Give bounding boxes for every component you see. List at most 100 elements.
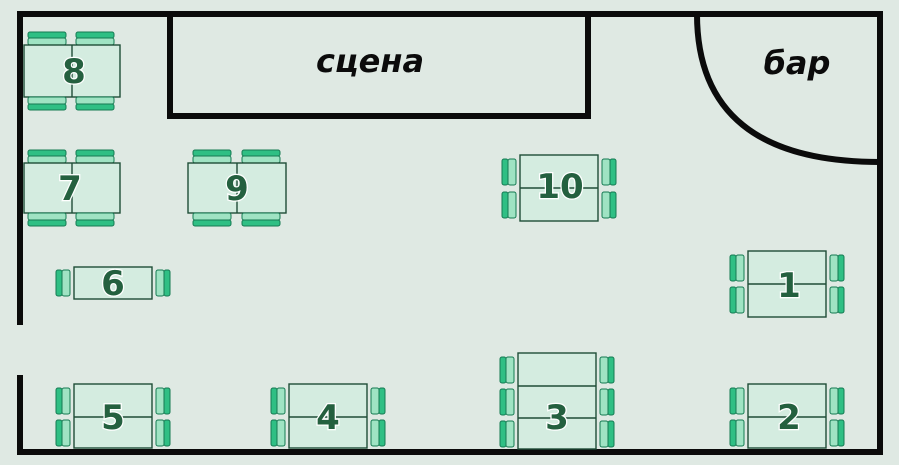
- wall-top-left-side: [17, 11, 883, 455]
- table-top: [73, 383, 153, 449]
- chair: [27, 103, 67, 111]
- chair: [837, 419, 845, 447]
- chair: [499, 420, 507, 448]
- chair: [505, 356, 515, 384]
- table-8[interactable]: 8: [23, 31, 121, 111]
- chair: [829, 387, 839, 415]
- chair: [192, 155, 232, 164]
- chair: [609, 158, 617, 186]
- table-number: 5: [101, 398, 125, 438]
- chair: [599, 356, 609, 384]
- chair: [499, 356, 507, 384]
- stage: сцена: [167, 11, 591, 119]
- chair: [75, 212, 115, 221]
- table-1[interactable]: 1: [729, 250, 845, 318]
- table-9[interactable]: 9: [187, 149, 287, 227]
- chair: [27, 219, 67, 227]
- chair: [505, 420, 515, 448]
- chair: [837, 286, 845, 314]
- table-number: 10: [536, 167, 583, 207]
- chair: [270, 419, 278, 447]
- chair: [27, 149, 67, 157]
- chair: [192, 149, 232, 157]
- chair: [729, 419, 737, 447]
- table-number: 6: [101, 264, 125, 304]
- chair: [507, 191, 517, 219]
- chair: [499, 388, 507, 416]
- chair: [155, 419, 165, 447]
- chair: [163, 387, 171, 415]
- chair: [27, 155, 67, 164]
- chair: [270, 387, 278, 415]
- chair: [27, 37, 67, 46]
- chair: [607, 356, 615, 384]
- stage-outline: [167, 11, 591, 119]
- table-number: 8: [62, 52, 86, 92]
- chair: [75, 31, 115, 39]
- chair: [501, 191, 509, 219]
- chair: [609, 191, 617, 219]
- chair: [163, 419, 171, 447]
- table-top: [288, 383, 368, 449]
- table-top: [517, 352, 597, 450]
- chair: [163, 269, 171, 297]
- table-top: [73, 266, 153, 300]
- chair: [241, 149, 281, 157]
- table-3[interactable]: 3: [499, 352, 615, 450]
- table-number: 2: [777, 398, 801, 438]
- table-7[interactable]: 7: [23, 149, 121, 227]
- table-number: 1: [777, 266, 801, 306]
- chair: [507, 158, 517, 186]
- chair: [27, 96, 67, 105]
- chair: [505, 388, 515, 416]
- chair: [729, 387, 737, 415]
- chair: [241, 219, 281, 227]
- chair: [837, 254, 845, 282]
- table-10[interactable]: 10: [501, 154, 617, 222]
- chair: [75, 219, 115, 227]
- table-5[interactable]: 5: [55, 383, 171, 449]
- chair: [729, 254, 737, 282]
- chair: [55, 387, 63, 415]
- chair: [192, 219, 232, 227]
- chair: [75, 155, 115, 164]
- stage-label: сцена: [316, 42, 424, 80]
- chair: [837, 387, 845, 415]
- table-4[interactable]: 4: [270, 383, 386, 449]
- chair: [729, 286, 737, 314]
- table-top: [747, 383, 827, 449]
- chair: [829, 254, 839, 282]
- chair: [501, 158, 509, 186]
- chair: [241, 155, 281, 164]
- chair: [75, 96, 115, 105]
- chair: [829, 286, 839, 314]
- chair: [370, 387, 380, 415]
- table-6[interactable]: 6: [55, 263, 171, 305]
- table-number: 7: [58, 169, 82, 209]
- chair: [735, 387, 745, 415]
- chair: [27, 212, 67, 221]
- chair: [735, 419, 745, 447]
- chair: [607, 420, 615, 448]
- chair: [192, 212, 232, 221]
- table-2[interactable]: 2: [729, 383, 845, 449]
- chair: [155, 269, 165, 297]
- chair: [378, 387, 386, 415]
- chair: [55, 419, 63, 447]
- walls: [17, 11, 883, 455]
- chair: [378, 419, 386, 447]
- chair: [27, 31, 67, 39]
- chair: [607, 388, 615, 416]
- chair: [829, 419, 839, 447]
- chair: [599, 420, 609, 448]
- chair: [601, 158, 611, 186]
- chair: [75, 149, 115, 157]
- chair: [735, 286, 745, 314]
- bar-counter-arc: [694, 13, 881, 165]
- chair: [601, 191, 611, 219]
- bar: бар: [694, 13, 881, 165]
- chair: [155, 387, 165, 415]
- chair: [276, 419, 286, 447]
- bar-label: бар: [764, 44, 831, 82]
